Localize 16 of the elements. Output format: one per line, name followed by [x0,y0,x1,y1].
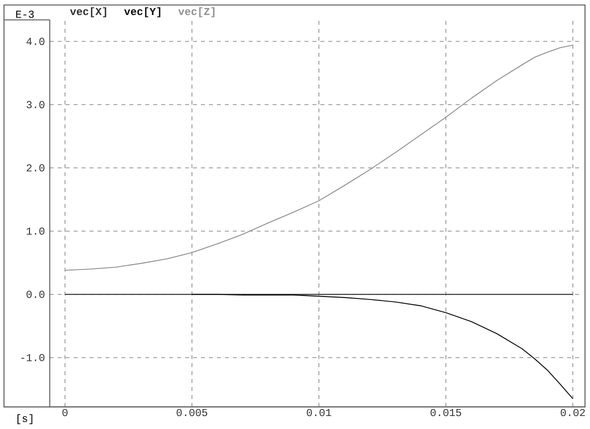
x-tick-label: 0.005 [176,409,208,416]
x-tick-label: 0.02 [560,409,585,416]
y-tick-label: 3.0 [26,101,44,108]
x-tick-label: 0 [62,409,68,416]
x-axis-title: [s] [17,414,32,424]
text: vec[X] [70,8,106,18]
text: vec[Y] [124,8,160,18]
y-axis-title: E-3 [16,10,34,18]
y-tick-label: 2.0 [26,164,44,172]
y-tick-label: 1.0 [26,228,44,235]
text: vec[Z] [178,8,214,18]
y-tick-label: 0.0 [26,290,44,298]
y-tick-label: -1.0 [21,354,44,362]
x-tick-label: 0.01 [306,409,332,416]
y-tick-label: 4.0 [26,38,44,46]
x-tick-label: 0.015 [430,409,462,416]
